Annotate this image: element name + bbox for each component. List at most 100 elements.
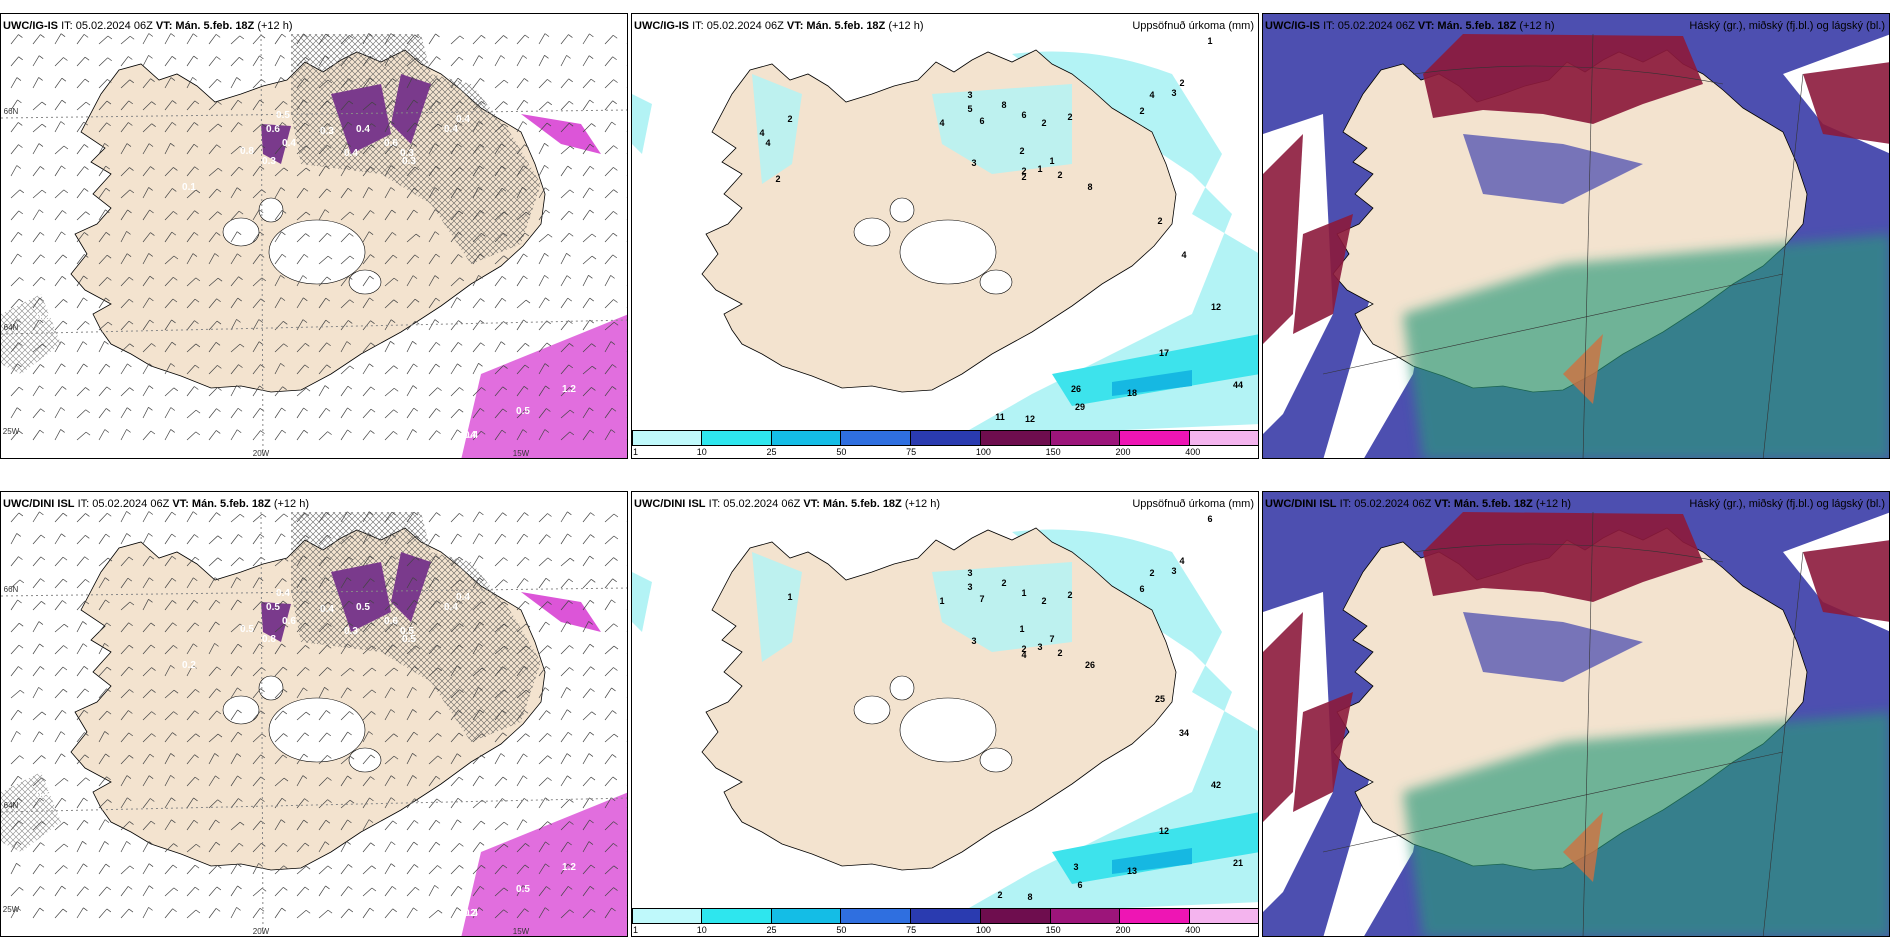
wind-barb bbox=[362, 254, 371, 265]
wind-barb bbox=[362, 645, 373, 655]
wind-barb bbox=[318, 601, 329, 611]
wind-barb bbox=[252, 688, 261, 699]
wind-barb bbox=[362, 101, 373, 111]
wind-barb bbox=[164, 645, 174, 655]
precip-value: 12 bbox=[1211, 302, 1221, 312]
wind-barb bbox=[450, 753, 458, 765]
map-canvas bbox=[1263, 14, 1889, 458]
wind-barb bbox=[142, 187, 149, 199]
wind-barb bbox=[626, 807, 627, 808]
colorbar-swatch bbox=[1120, 908, 1191, 924]
wind-barb bbox=[120, 143, 128, 155]
wind-barb bbox=[604, 254, 614, 265]
wind-barb bbox=[494, 887, 505, 897]
wind-barb bbox=[318, 33, 327, 45]
wind-barb bbox=[406, 341, 413, 353]
wind-barb bbox=[406, 363, 414, 375]
wind-barb bbox=[582, 343, 592, 353]
wind-barb bbox=[318, 188, 328, 199]
wind-barb bbox=[318, 209, 326, 221]
wind-barb bbox=[362, 342, 371, 353]
wind-barb bbox=[450, 363, 458, 375]
wind-barb bbox=[54, 121, 62, 133]
colorbar-tick: 75 bbox=[906, 447, 917, 457]
wind-barb bbox=[362, 33, 369, 45]
wind-barb bbox=[10, 731, 17, 743]
wind-barb bbox=[10, 887, 20, 897]
wind-barb bbox=[274, 865, 284, 875]
wind-barb bbox=[538, 710, 547, 721]
grid-label: 25W bbox=[3, 427, 20, 436]
wind-barb bbox=[76, 121, 85, 133]
wind-barb bbox=[208, 908, 217, 919]
precip-value: 4 bbox=[1021, 650, 1026, 660]
init-time: IT: 05.02.2024 06Z bbox=[77, 498, 170, 510]
wind-barb bbox=[54, 556, 64, 567]
wind-barb bbox=[494, 909, 504, 919]
precip-value: 4 bbox=[939, 118, 944, 128]
wind-barb bbox=[32, 364, 41, 375]
wind-barb bbox=[230, 364, 239, 375]
wind-barb bbox=[538, 79, 548, 89]
precip-value: 11 bbox=[995, 412, 1005, 422]
wind-barb bbox=[186, 710, 195, 721]
wind-barb bbox=[76, 56, 86, 67]
wind-barb bbox=[252, 710, 261, 721]
wind-barb bbox=[604, 341, 612, 353]
wind-barb bbox=[10, 644, 20, 655]
wind-barb bbox=[142, 166, 151, 177]
wind-barb bbox=[582, 78, 592, 89]
grid-label: 64N bbox=[4, 801, 19, 810]
wind-barb bbox=[406, 864, 415, 875]
wind-barb bbox=[494, 188, 503, 199]
wind-barb bbox=[296, 343, 306, 353]
wind-barb bbox=[186, 577, 194, 589]
wind-barb bbox=[296, 211, 307, 221]
wind-barb bbox=[406, 429, 413, 441]
wind-barb bbox=[626, 439, 627, 440]
wind-barb bbox=[274, 578, 283, 589]
wind-barb bbox=[32, 408, 41, 419]
wind-barb bbox=[120, 100, 130, 111]
wind-barb bbox=[164, 231, 173, 243]
wind-barb bbox=[450, 408, 460, 419]
colorbar-swatch bbox=[841, 430, 912, 446]
precip-value: 0.6 bbox=[384, 616, 398, 627]
wind-barb bbox=[428, 909, 439, 919]
wind-barb bbox=[318, 408, 327, 419]
wind-barb bbox=[54, 731, 62, 743]
wind-barb bbox=[76, 188, 85, 199]
wind-barb bbox=[318, 364, 327, 375]
wind-barb bbox=[406, 820, 415, 831]
precip-value: 0.2 bbox=[36, 312, 50, 323]
wind-barb bbox=[560, 233, 570, 243]
wind-barb bbox=[516, 232, 526, 243]
wind-barb bbox=[450, 776, 460, 787]
wind-barb bbox=[208, 78, 218, 89]
wind-barb bbox=[76, 363, 84, 375]
wind-barb bbox=[626, 873, 627, 874]
wind-barb bbox=[164, 578, 173, 589]
lead-time: (+12 h) bbox=[273, 498, 310, 510]
wind-barb bbox=[604, 232, 614, 243]
wind-barb bbox=[626, 219, 627, 220]
wind-barb bbox=[10, 599, 18, 611]
wind-barb bbox=[538, 101, 548, 111]
panel-header: UWC/IG-IS IT: 05.02.2024 06Z VT: Mán. 5.… bbox=[634, 19, 1254, 33]
wind-barb bbox=[164, 429, 172, 441]
colorbar-swatch bbox=[701, 430, 772, 446]
lead-time: (+12 h) bbox=[888, 20, 924, 32]
wind-barb bbox=[582, 797, 590, 809]
wind-barb bbox=[406, 99, 415, 111]
wind-barb bbox=[428, 577, 436, 589]
wind-barb bbox=[318, 535, 328, 545]
wind-barb bbox=[252, 534, 261, 545]
colorbar-tick: 150 bbox=[1045, 447, 1061, 457]
wind-barb bbox=[472, 187, 479, 199]
wind-barb bbox=[516, 187, 523, 199]
wind-barb bbox=[98, 819, 106, 831]
wind-barb bbox=[340, 56, 349, 67]
wind-barb bbox=[428, 408, 437, 419]
wind-barb bbox=[98, 79, 108, 89]
wind-barb bbox=[230, 842, 240, 853]
